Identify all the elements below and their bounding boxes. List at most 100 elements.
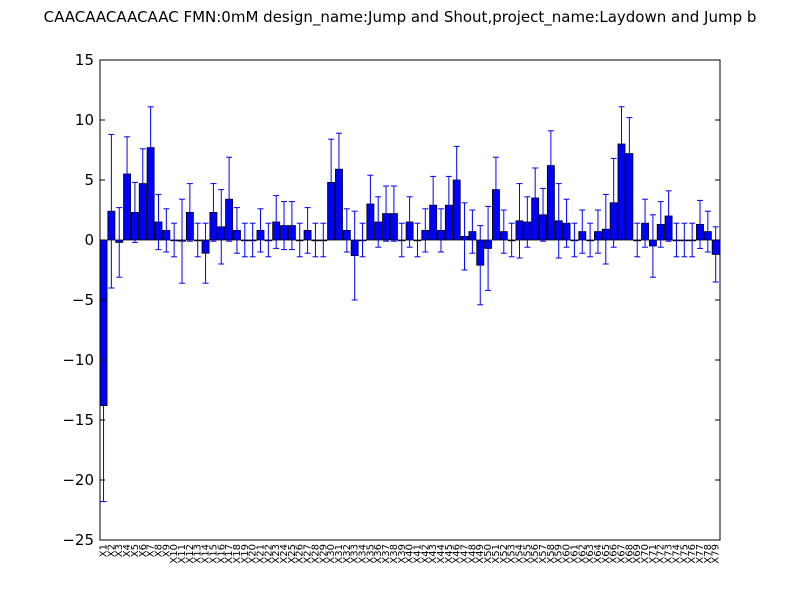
error-bar-X24 (281, 201, 288, 251)
error-bar-X66 (610, 157, 617, 248)
error-bar-X63 (587, 222, 594, 258)
x-tick-label: X75 (679, 544, 690, 564)
error-bar-X17 (226, 156, 233, 242)
error-bar-X40 (406, 196, 413, 248)
error-bar-X30 (328, 138, 335, 227)
error-bar-X21 (257, 208, 264, 253)
error-bar-X35 (367, 174, 374, 234)
error-bar-X62 (579, 209, 586, 254)
error-bar-X8 (155, 193, 162, 251)
x-tick-label: X11 (177, 544, 188, 564)
y-tick-label: −10 (62, 351, 94, 369)
x-tick-label: X36 (373, 544, 384, 564)
x-tick-label: X71 (648, 544, 659, 564)
x-tick-label: X67 (617, 544, 628, 564)
x-tick-label: X25 (287, 544, 298, 564)
x-tick-label: X50 (483, 544, 494, 564)
x-tick-label: X70 (640, 544, 651, 564)
x-tick-label: X24 (279, 544, 290, 564)
y-axis: 15 10 5 0 −5 −10 −15 −20 −25 (62, 51, 720, 549)
x-tick-label: X43 (428, 544, 439, 564)
x-tick-label: X77 (695, 544, 706, 564)
chart-title: CAACAACAACAAC FMN:0mM design_name:Jump a… (43, 8, 757, 26)
error-bar-X4 (124, 136, 131, 212)
y-tick-label: −20 (62, 471, 94, 489)
x-tick-label: X32 (342, 544, 353, 564)
x-tick-label: X7 (146, 544, 157, 557)
error-bar-X22 (265, 222, 272, 258)
y-tick-label: −5 (72, 291, 94, 309)
error-bar-X68 (626, 117, 633, 191)
error-bar-X37 (383, 185, 390, 242)
x-tick-label: X8 (153, 544, 164, 557)
x-tick-label: X26 (295, 544, 306, 564)
error-bar-X26 (296, 222, 303, 258)
error-bar-X73 (665, 190, 672, 242)
error-bar-X65 (602, 193, 609, 265)
x-tick-label: X17 (224, 544, 235, 564)
error-bar-X59 (555, 183, 562, 259)
error-bar-X75 (681, 222, 688, 258)
error-bar-X71 (649, 214, 656, 278)
error-bar-X49 (477, 225, 484, 306)
error-bar-X16 (218, 189, 225, 265)
x-tick-label: X58 (546, 544, 557, 564)
error-bar-X58 (547, 130, 554, 201)
x-tick-label: X45 (444, 544, 455, 564)
x-tick-label: X31 (334, 544, 345, 564)
x-tick-label: X40 (405, 544, 416, 564)
x-tick-label: X3 (114, 544, 125, 557)
x-tick-label: X10 (169, 544, 180, 564)
x-tick-label: X23 (271, 544, 282, 564)
x-tick-label: X79 (711, 544, 722, 564)
error-bar-X10 (171, 222, 178, 258)
x-tick-label: X27 (303, 544, 314, 564)
x-tick-label: X46 (452, 544, 463, 564)
error-bar-X6 (139, 148, 146, 219)
x-tick-label: X38 (389, 544, 400, 564)
error-bar-X47 (461, 202, 468, 271)
error-bar-X44 (438, 208, 444, 253)
x-tick-label: X39 (397, 544, 408, 564)
x-tick-label: X34 (358, 544, 369, 564)
x-tick-label: X30 (326, 544, 337, 564)
error-bar-X15 (210, 183, 217, 242)
error-bar-X41 (414, 222, 421, 258)
x-tick-label: X57 (538, 544, 549, 564)
error-bar-X7 (147, 106, 154, 189)
error-bar-X32 (343, 208, 350, 253)
error-bars-layer (100, 106, 719, 503)
x-tick-label: X29 (318, 544, 329, 564)
x-tick-label: X42 (420, 544, 431, 564)
x-tick-label: X21 (255, 544, 266, 564)
error-bar-X72 (657, 201, 664, 248)
error-bar-X42 (422, 208, 429, 253)
error-bar-X34 (359, 222, 366, 258)
error-bar-X43 (430, 175, 437, 235)
x-tick-label: X9 (161, 544, 172, 557)
x-tick-label: X66 (609, 544, 620, 564)
error-bar-X69 (634, 222, 641, 258)
x-tick-label: X76 (687, 544, 698, 564)
error-bar-X55 (524, 196, 531, 248)
x-tick-label: X55 (522, 544, 533, 564)
error-bar-X1 (100, 309, 107, 503)
error-bar-X45 (445, 175, 452, 235)
x-tick-label: X12 (185, 544, 196, 564)
x-tick-label: X65 (601, 544, 612, 564)
error-bar-X28 (312, 222, 319, 258)
error-bar-X13 (194, 222, 201, 258)
x-tick-label: X18 (232, 544, 243, 564)
x-tick-label: X51 (491, 544, 502, 564)
x-tick-label: X4 (122, 544, 133, 557)
error-bar-X23 (273, 195, 280, 249)
error-bar-X50 (485, 205, 492, 291)
x-tick-label: X33 (350, 544, 361, 564)
error-bar-X33 (351, 210, 358, 301)
x-tick-label: X41 (412, 544, 423, 564)
error-bar-X25 (288, 201, 295, 251)
x-tick-label: X35 (365, 544, 376, 564)
x-tick-label: X44 (436, 544, 447, 564)
x-tick-label: X48 (467, 544, 478, 564)
error-bar-X3 (116, 207, 123, 278)
